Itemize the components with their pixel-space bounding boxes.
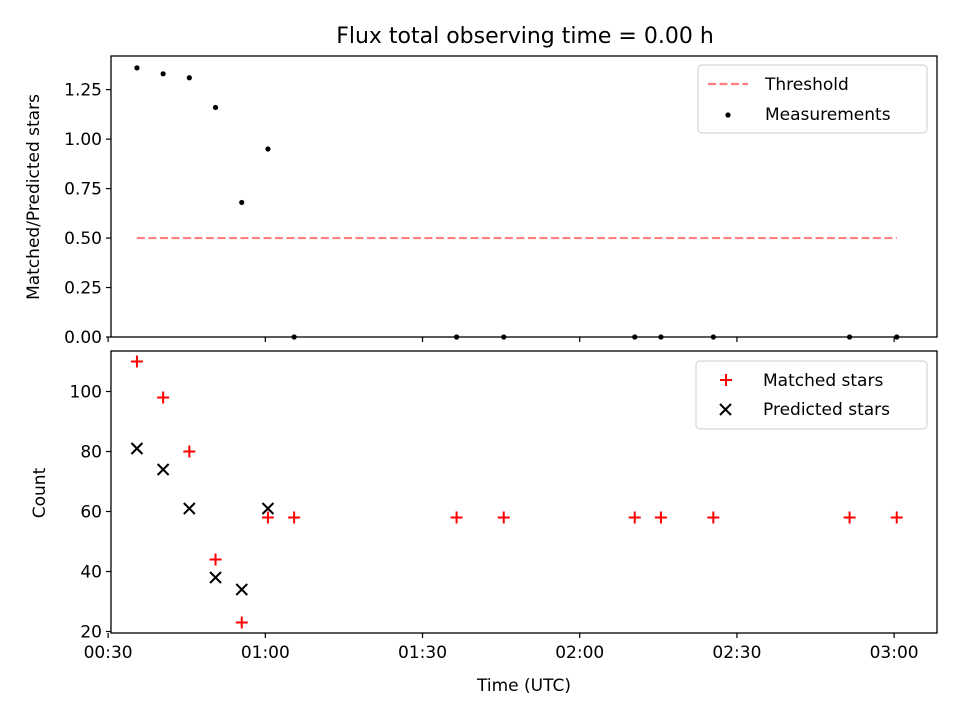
top-panel: 0.00 0.25 0.50 0.75 1.00 1.25 Matched/Predict… (24, 55, 938, 348)
predicted-stars-point (209, 571, 222, 584)
matched-stars-point (209, 553, 222, 566)
legend-measurements-label: Measurements (765, 105, 891, 125)
matched-stars-point (628, 511, 641, 524)
predicted-stars-point (235, 583, 248, 596)
legend-predicted-label: Predicted stars (763, 400, 890, 420)
bottom-x-tick-label: 02:00 (555, 643, 604, 663)
matched-stars-point (235, 616, 248, 629)
matched-stars-point (843, 511, 856, 524)
top-y-tick-label: 0.25 (64, 279, 102, 299)
matched-stars-point (497, 511, 510, 524)
x-axis-label: Time (UTC) (476, 676, 571, 696)
measurements-point (265, 146, 271, 152)
matched-stars-point (654, 511, 667, 524)
measurements-point (160, 71, 166, 77)
matched-stars-point (450, 511, 463, 524)
legend-matched-marker (720, 374, 732, 386)
bottom-tick-layer: 20 40 60 80 100 00:30 01:00 01:30 02:00 02:30 03:0… (70, 383, 919, 664)
bottom-x-tick-label: 00:30 (84, 643, 133, 663)
bottom-y-tick-label: 60 (80, 503, 102, 523)
bottom-x-tick-label: 01:30 (398, 643, 447, 663)
predicted-stars-point (261, 502, 275, 515)
predicted-stars-point (130, 442, 144, 455)
measurements-point (212, 104, 219, 111)
matched-stars-point (183, 445, 196, 458)
top-y-tick-label: 0.75 (64, 180, 102, 200)
bottom-data-layer (130, 355, 903, 629)
top-y-tick-label: 0.00 (64, 328, 102, 348)
matched-stars-point (707, 511, 720, 524)
predicted-stars-point (156, 463, 170, 476)
measurements-point (186, 75, 192, 81)
measurements-point (134, 65, 140, 71)
top-y-tick-label: 1.25 (64, 81, 102, 101)
bottom-legend-box (695, 360, 928, 430)
bottom-y-tick-label: 100 (70, 383, 102, 403)
legend-measurements-dot (725, 112, 731, 118)
matched-stars-point (261, 511, 274, 524)
chart-title: Flux total observing time = 0.00 h (336, 24, 714, 49)
bottom-y-tick-label: 40 (80, 563, 102, 583)
bottom-y-tick-label: 20 (80, 623, 102, 643)
matched-stars-point (288, 511, 301, 524)
top-axes-frame (110, 55, 938, 338)
top-tick-layer: 0.00 0.25 0.50 0.75 1.00 1.25 (64, 81, 895, 348)
measurements-point (239, 199, 245, 206)
matched-stars-point (890, 511, 903, 524)
bottom-x-tick-label: 01:00 (241, 643, 290, 663)
predicted-stars-point (183, 502, 196, 515)
matched-stars-point (130, 355, 143, 368)
bottom-panel: 20 40 60 80 100 00:30 01:00 01:30 02:00 02:30 03:0… (30, 350, 938, 696)
bottom-x-tick-label: 03:00 (870, 643, 919, 663)
bottom-y-tick-label: 80 (80, 443, 102, 463)
legend-matched-label: Matched stars (763, 371, 883, 391)
bottom-legend: Matched stars Predicted stars (695, 360, 928, 430)
legend-predicted-marker (719, 403, 732, 416)
top-y-axis-label: Matched/Predicted stars (24, 94, 44, 300)
top-legend: Threshold Measurements (697, 64, 928, 134)
bottom-y-axis-label: Count (30, 467, 50, 518)
bottom-x-tick-label: 02:30 (712, 643, 761, 663)
bottom-axes-frame (110, 350, 938, 634)
top-y-tick-label: 1.00 (64, 130, 102, 150)
top-y-tick-label: 0.50 (64, 229, 102, 249)
matched-stars-point (157, 391, 170, 404)
legend-threshold-label: Threshold (764, 75, 849, 95)
top-legend-box (697, 64, 928, 134)
